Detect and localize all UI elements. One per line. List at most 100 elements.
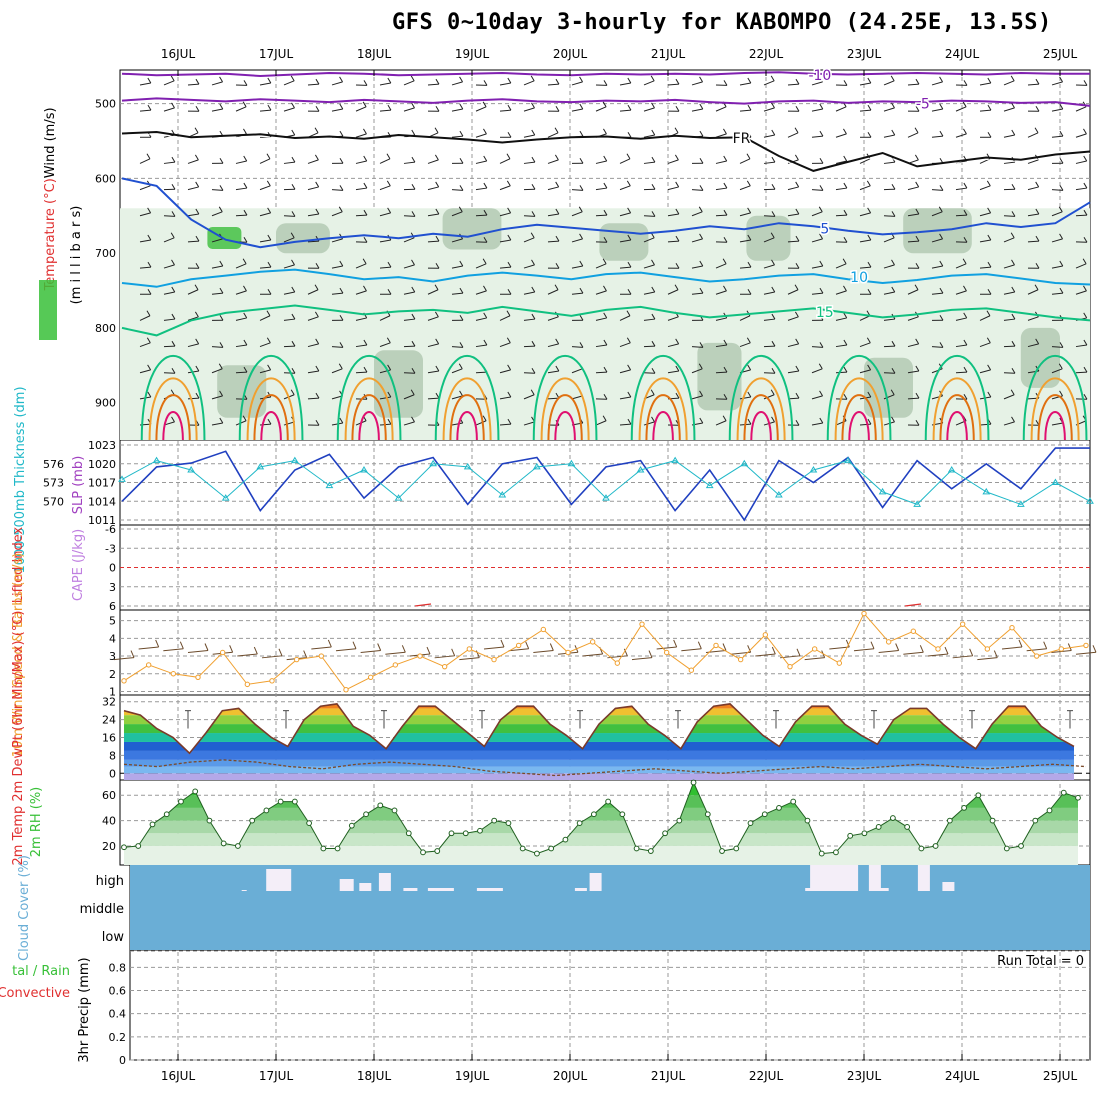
wind-barb-flag (411, 416, 415, 423)
wind-barb-flag (795, 338, 800, 345)
wind-barb-flag (819, 342, 824, 348)
thickness-line (121, 460, 1091, 505)
wind-barb (643, 237, 655, 243)
wind-speed-point (367, 674, 374, 680)
wind-speed-point (959, 621, 966, 627)
wind-barb (475, 214, 488, 217)
surface-isotherm (645, 394, 681, 441)
wind-barb-10m (311, 646, 332, 650)
wind-barb-flag (675, 338, 680, 345)
thickness-marker (1086, 497, 1094, 504)
wind-barb-flag (458, 363, 463, 370)
wind-barb-flag (171, 156, 176, 163)
wind-barb-flag (507, 104, 512, 111)
wind-barb-flag (843, 182, 848, 189)
wind-barb-10m-flag (549, 643, 554, 651)
wind-barb (619, 185, 631, 191)
wind-barb-flag (747, 207, 752, 214)
thickness-marker (394, 494, 403, 501)
wind-barb (595, 344, 607, 348)
wind-barb (1003, 237, 1015, 243)
thickness-marker (1051, 478, 1060, 485)
wind-barb-flag (626, 310, 631, 317)
wind-barb-flag (1083, 339, 1088, 346)
wind-barb (139, 266, 152, 269)
wind-barb (427, 83, 440, 86)
cloud-block (942, 882, 955, 891)
wind-barb (403, 107, 415, 112)
wind-barb (331, 189, 344, 191)
surface-isotherm (442, 377, 492, 441)
wind-barb (739, 82, 751, 86)
wind-barb-flag (722, 415, 727, 422)
wind-barb-flag (411, 102, 415, 109)
wind-barb (955, 187, 967, 191)
wind-barb (403, 161, 415, 164)
wind-barb-flag (363, 209, 368, 216)
wind-barb (859, 185, 871, 191)
wind-barb (259, 315, 271, 321)
wind-barb-flag (675, 208, 680, 215)
date-label-top: 17JUL (259, 47, 294, 61)
wind-barb (811, 422, 823, 426)
isotherm-line (121, 304, 1091, 337)
wind-barb-flag (1011, 259, 1015, 266)
wind-barb (547, 289, 559, 295)
slp-tick-label: 1023 (88, 439, 116, 452)
wind-barb (139, 315, 151, 321)
wind-barb-flag (362, 101, 367, 108)
wind-barb (187, 213, 199, 217)
wind-barb-10m-flag (623, 648, 628, 657)
wind-barb-flag (795, 263, 800, 269)
wind-barb (835, 371, 848, 374)
wind-barb (235, 263, 247, 269)
wind-barb (931, 265, 943, 269)
rh-point (121, 844, 127, 851)
wind-barb-flag (435, 78, 440, 85)
wind-barb (283, 215, 296, 217)
wind-barb (1075, 187, 1087, 191)
wind-speed-point (1058, 646, 1065, 652)
wind-speed-point (984, 646, 991, 652)
wind-barb (259, 109, 272, 112)
wind-barb-flag (315, 419, 320, 426)
thickness-marker (740, 459, 749, 467)
wind-barb (187, 316, 199, 321)
wind-barb-flag (483, 339, 488, 346)
wind-speed-point (417, 653, 423, 659)
wind-barb (523, 264, 535, 269)
thickness-marker (118, 475, 126, 482)
wind-barb (811, 81, 823, 86)
wind-speed-point (1009, 625, 1015, 631)
wind-barb-flag (579, 314, 584, 321)
wind-barb (931, 346, 944, 348)
rh-point (975, 792, 982, 799)
wind-barb (763, 394, 775, 400)
wind-speed-point (244, 681, 251, 688)
wind-barb-flag (219, 314, 224, 321)
li-tick-label: -3 (105, 542, 116, 555)
precip-legend-convective: Convective (0, 986, 70, 1001)
wind-barb-flag (867, 418, 872, 425)
rh-point (391, 807, 398, 814)
wind-barb (787, 213, 799, 217)
temp-band (124, 724, 1074, 734)
wind-barb-flag (914, 127, 919, 134)
wind-barb (283, 80, 295, 86)
wind-barb (331, 211, 343, 217)
wind-barb-flag (291, 259, 295, 266)
wind-barb-flag (794, 311, 799, 318)
wind-barb (379, 212, 391, 217)
wind-barb-10m-flag (648, 650, 653, 658)
wind-barb (283, 161, 295, 164)
wind-barb-10m-flag (895, 643, 900, 651)
wind-barb (715, 160, 727, 164)
wind-barb (787, 343, 799, 348)
wind-barb-flag (387, 207, 392, 214)
rh-tick-label: 20 (102, 840, 116, 853)
wind-barb-flag (770, 75, 775, 82)
wind-barb-flag (722, 258, 727, 265)
wind-barb-flag (507, 288, 512, 295)
wind-barb (979, 212, 991, 217)
wind-barb (859, 212, 871, 217)
